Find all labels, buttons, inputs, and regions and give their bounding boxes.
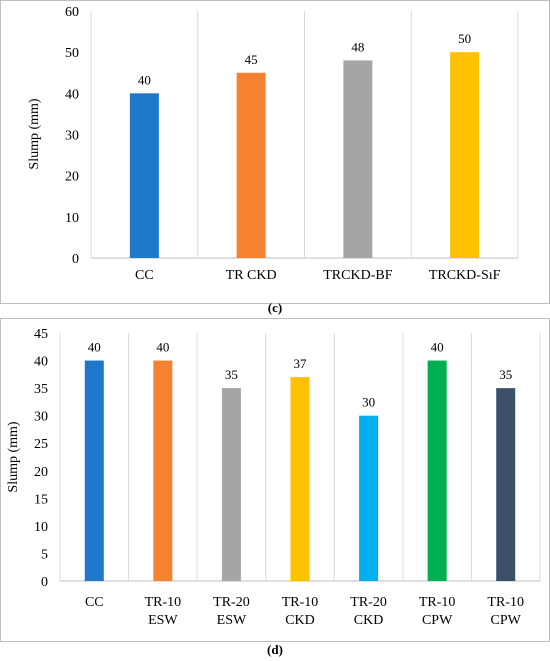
- category-label: TR CKD: [226, 268, 277, 283]
- chart-c: 0 10 20 30 40 50 60 Slump (mm) 40 CC 45 TR CKD 48 TRC…: [27, 5, 519, 283]
- y-tick-label: 25: [34, 437, 48, 452]
- category-label: TR-10: [282, 595, 319, 610]
- category-label: TR-20: [213, 595, 250, 610]
- category-label: TRCKD-SıF: [429, 268, 501, 283]
- category-label: CPW: [422, 613, 453, 628]
- data-label: 50: [458, 31, 471, 46]
- bar: [343, 60, 373, 259]
- y-tick-label: 15: [34, 492, 48, 507]
- y-tick-label: 35: [34, 382, 48, 397]
- y-tick-label: 10: [34, 520, 48, 535]
- data-label: 40: [156, 340, 169, 355]
- bar: [359, 415, 379, 581]
- category-label: CKD: [354, 613, 384, 628]
- category-label: CPW: [491, 613, 522, 628]
- bar: [450, 52, 480, 258]
- y-tick-label: 30: [65, 129, 79, 144]
- category-label: ESW: [148, 613, 178, 628]
- bar: [236, 72, 266, 258]
- data-label: 35: [499, 367, 512, 382]
- y-tick-label: 10: [65, 211, 79, 226]
- category-label: CKD: [285, 613, 315, 628]
- y-tick-label: 20: [34, 465, 48, 480]
- y-axis-label: Slump (mm): [27, 98, 42, 170]
- category-label: TR-20: [350, 595, 387, 610]
- y-tick-label: 50: [65, 46, 79, 61]
- data-label: 48: [351, 39, 364, 54]
- data-label: 40: [88, 340, 101, 355]
- category-label: TRCKD-BF: [323, 268, 392, 283]
- panel-label-c: (c): [268, 300, 282, 315]
- y-tick-label: 5: [41, 547, 48, 562]
- panel-label-d: (d): [267, 642, 283, 657]
- category-label: CC: [85, 595, 104, 610]
- y-tick-label: 0: [41, 575, 48, 590]
- y-tick-label: 0: [72, 252, 79, 267]
- bar: [427, 360, 447, 581]
- category-label: ESW: [217, 613, 247, 628]
- data-label: 40: [431, 340, 444, 355]
- y-tick-label: 40: [34, 355, 48, 370]
- chart-d: 0 5 10 15 20 25 30 35 40 45 Slump (mm) 40 CC 40 TR-10 E…: [6, 327, 541, 628]
- y-axis-label: Slump (mm): [6, 421, 21, 493]
- category-label: TR-10: [145, 595, 182, 610]
- y-tick-label: 20: [65, 170, 79, 185]
- y-tick-label: 30: [34, 410, 48, 425]
- bar: [129, 93, 159, 258]
- bar: [290, 377, 310, 581]
- bar: [153, 360, 173, 581]
- category-label: TR-10: [487, 595, 524, 610]
- bar: [84, 360, 104, 581]
- data-label: 37: [294, 356, 308, 371]
- category-label: TR-10: [419, 595, 456, 610]
- data-label: 30: [362, 395, 375, 410]
- category-label: CC: [135, 268, 154, 283]
- bar: [221, 388, 241, 581]
- bar: [496, 388, 516, 581]
- y-tick-label: 40: [65, 87, 79, 102]
- y-tick-label: 60: [65, 5, 79, 20]
- data-label: 40: [138, 72, 151, 87]
- data-label: 45: [245, 52, 258, 67]
- y-tick-label: 45: [34, 327, 48, 342]
- chart-d-frame: [0, 318, 550, 642]
- data-label: 35: [225, 367, 238, 382]
